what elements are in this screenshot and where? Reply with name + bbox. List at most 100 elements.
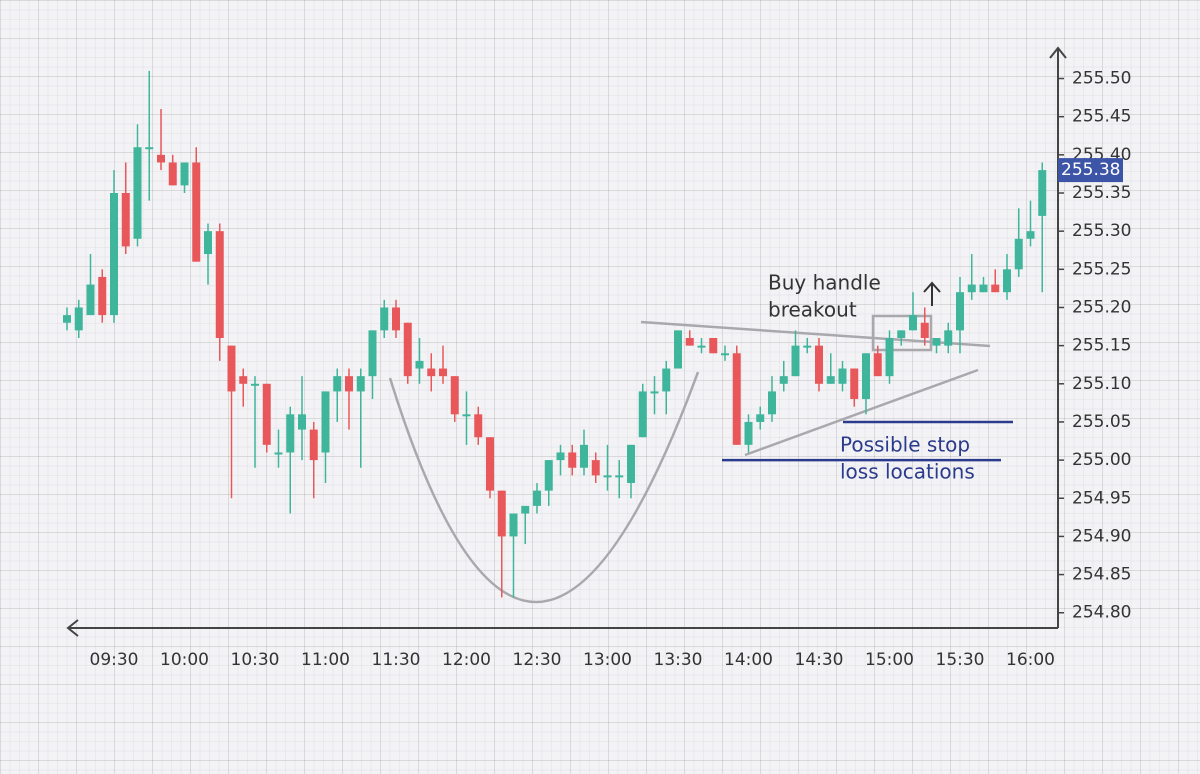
candle-body — [321, 391, 330, 453]
y-tick-label: 255.50 — [1072, 69, 1131, 89]
y-tick-label: 254.90 — [1072, 526, 1131, 546]
candle-body — [615, 475, 624, 478]
candle-body — [392, 307, 400, 331]
candle-body — [521, 505, 530, 514]
y-tick-label: 255.15 — [1072, 336, 1131, 356]
candle-body — [979, 284, 988, 293]
y-tick-label: 255.35 — [1072, 183, 1131, 203]
candle-body — [685, 338, 694, 346]
candle-body — [309, 429, 318, 461]
x-tick-label: 12:00 — [442, 650, 491, 670]
y-tick-label: 254.80 — [1072, 603, 1131, 623]
y-axis-arrow — [1049, 46, 1067, 59]
candle-body — [650, 391, 659, 394]
y-tick-label: 255.00 — [1072, 450, 1131, 470]
candle-body — [850, 368, 859, 400]
candle-body — [991, 284, 1000, 293]
candle-body — [262, 383, 271, 445]
x-tick-label: 11:00 — [301, 650, 350, 670]
candle-body — [509, 513, 518, 537]
candle-body — [732, 353, 741, 445]
candle-body — [768, 391, 776, 415]
candle-body — [744, 421, 753, 445]
candle-body — [967, 284, 976, 293]
x-tick-label: 11:30 — [372, 650, 421, 670]
candle-body — [897, 330, 906, 338]
x-tick-label: 13:00 — [583, 650, 632, 670]
candle-body — [121, 193, 130, 247]
candle-body — [756, 414, 765, 422]
y-tick-label: 255.45 — [1072, 107, 1131, 127]
candle-body — [462, 414, 471, 417]
candle-body — [873, 353, 882, 377]
candle-body — [98, 276, 107, 316]
candle-body — [251, 383, 259, 386]
arrow-head — [923, 281, 941, 293]
candle-body — [544, 460, 553, 491]
annotation: breakout — [768, 298, 857, 322]
candle-body — [63, 315, 71, 323]
price-tag-label: 255.38 — [1061, 160, 1120, 180]
candle-body — [862, 353, 870, 400]
candle-body — [1014, 238, 1023, 270]
candle-body — [345, 376, 353, 392]
candle-body — [168, 162, 177, 186]
x-tick-label: 16:00 — [1006, 650, 1055, 670]
candle-body — [568, 452, 577, 468]
x-tick-label: 12:30 — [513, 650, 562, 670]
candle-body — [791, 345, 800, 377]
candle-body — [380, 307, 389, 331]
candle-body — [286, 414, 295, 453]
axes — [66, 46, 1067, 637]
candle-body — [368, 330, 377, 377]
annotation: loss locations — [840, 460, 975, 484]
candle-body — [826, 376, 835, 384]
candle-body — [638, 391, 647, 438]
candle-body — [439, 368, 447, 377]
y-tick-label: 255.25 — [1072, 259, 1131, 279]
candle-body — [591, 460, 600, 476]
candle-body — [603, 475, 612, 478]
candle-body — [627, 444, 635, 483]
candle-body — [920, 322, 929, 338]
candle-body — [333, 376, 342, 392]
candle-body — [110, 193, 118, 316]
candle-body — [145, 147, 154, 150]
candle-body — [1026, 231, 1035, 239]
y-tick-label: 254.95 — [1072, 488, 1131, 508]
candle-body — [1003, 269, 1011, 293]
candle-body — [697, 345, 706, 348]
candle-body — [403, 322, 412, 377]
annotation: Buy handle — [768, 271, 881, 295]
candle-body — [956, 292, 964, 331]
x-tick-label: 13:30 — [654, 650, 703, 670]
y-tick-label: 255.20 — [1072, 297, 1131, 317]
candle-body — [192, 162, 201, 262]
candle-body — [533, 490, 541, 506]
y-tick-label: 255.10 — [1072, 374, 1131, 394]
x-tick-label: 15:30 — [936, 650, 985, 670]
y-tick-label: 255.30 — [1072, 221, 1131, 241]
candle-body — [885, 338, 894, 377]
candle-body — [486, 437, 494, 491]
cup-curve — [388, 371, 700, 604]
candle-body — [803, 345, 812, 348]
lower-trendline — [744, 368, 979, 457]
price-tag — [1058, 158, 1123, 183]
x-tick-label: 10:30 — [231, 650, 280, 670]
candle-body — [944, 330, 953, 346]
candle-body — [497, 490, 506, 537]
candle-body — [239, 376, 248, 384]
candle-body — [580, 444, 588, 468]
x-tick-label: 15:00 — [865, 650, 914, 670]
candle-body — [74, 307, 83, 331]
y-tick-label: 255.05 — [1072, 412, 1131, 432]
candle-body — [227, 345, 236, 392]
overlays — [388, 314, 991, 604]
x-tick-label: 14:30 — [795, 650, 844, 670]
candle-body — [674, 330, 682, 369]
candle-body — [180, 162, 189, 186]
candle-body — [662, 368, 671, 392]
candle-body — [474, 414, 483, 438]
